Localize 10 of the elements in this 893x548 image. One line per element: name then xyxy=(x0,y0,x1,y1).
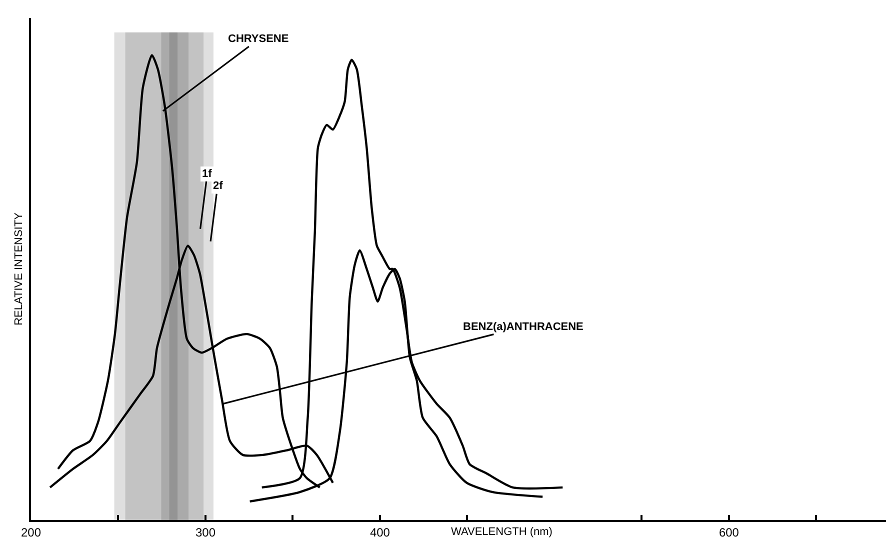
x-tick-label: 600 xyxy=(718,525,740,540)
annotation: CHRYSENE xyxy=(228,33,289,45)
y-axis-title: RELATIVE INTENSITY xyxy=(13,212,26,326)
x-tick-label: 200 xyxy=(20,525,42,540)
annotation: 2f xyxy=(213,180,224,192)
annotation: BENZ(a)ANTHRACENE xyxy=(463,321,584,333)
x-axis-title: WAVELENGTH (nm) xyxy=(451,526,552,538)
x-tick-label: 400 xyxy=(370,525,390,540)
x-tick-label: 300 xyxy=(195,525,216,540)
annotation: 1f xyxy=(202,168,212,180)
